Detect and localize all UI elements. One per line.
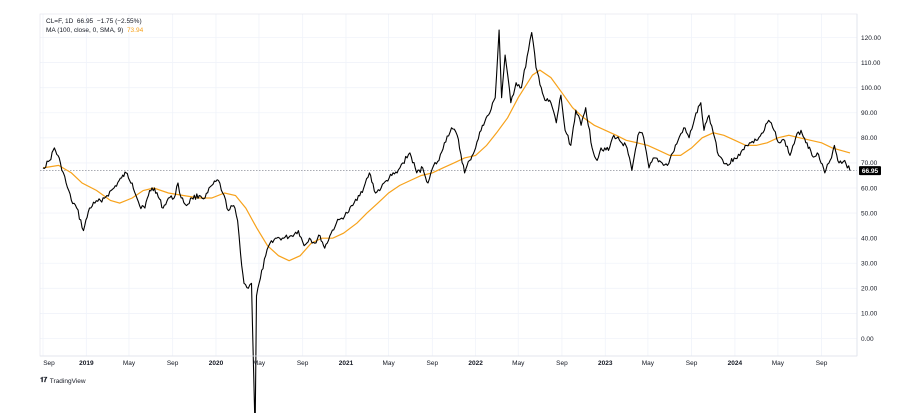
ma-row: MA (100, close, 0, SMA, 9) 73.94 xyxy=(46,26,143,35)
price-tick-label: 70.00 xyxy=(861,160,878,167)
price-tick-label: 60.00 xyxy=(861,185,878,192)
vertical-grid xyxy=(42,14,822,356)
last-price-label: 66.95 xyxy=(862,168,879,175)
ma-indicator-label[interactable]: MA (100, close, 0, SMA, 9) xyxy=(46,27,124,34)
time-tick-label: 2021 xyxy=(339,360,354,367)
price-tick-label: 40.00 xyxy=(861,235,878,242)
price-axis[interactable]: 120.00 110.00 100.00 90.00 80.00 70.00 60.00 50… xyxy=(861,35,881,343)
chart-legend: CL=F, 1D 66.95 −1.75 (−2.55%) MA (100, c… xyxy=(46,17,143,35)
time-tick-label: Sep xyxy=(427,360,439,367)
last-price-value: 66.95 xyxy=(76,18,94,25)
time-tick-label: Sep xyxy=(167,360,179,367)
time-axis[interactable]: Sep 2019 May Sep 2020 May Sep 2021 May Sep 2022 May… xyxy=(43,360,828,367)
last-price-badge: 66.95 xyxy=(859,166,881,176)
time-tick-label: May xyxy=(253,360,266,367)
price-tick-label: 100.00 xyxy=(861,85,881,92)
time-tick-label: 2019 xyxy=(79,360,94,367)
time-tick-label: Sep xyxy=(297,360,309,367)
time-tick-label: Sep xyxy=(816,360,828,367)
price-change: −1.75 (−2.55%) xyxy=(96,18,142,25)
price-tick-label: 20.00 xyxy=(861,286,878,293)
plot-frame xyxy=(39,13,858,357)
time-tick-label: May xyxy=(642,360,655,367)
time-tick-label: May xyxy=(382,360,395,367)
ma-value: 73.94 xyxy=(126,27,144,34)
time-tick-label: Sep xyxy=(686,360,698,367)
time-tick-label: Sep xyxy=(43,360,55,367)
time-tick-label: 2024 xyxy=(728,360,743,367)
brand-name: TradingView xyxy=(49,377,86,385)
price-tick-label: 120.00 xyxy=(861,35,881,42)
price-series-line xyxy=(42,29,851,413)
time-tick-label: 2020 xyxy=(209,360,224,367)
price-tick-label: 90.00 xyxy=(861,110,878,117)
tradingview-logo-icon: 𝟏𝟕 xyxy=(40,377,47,384)
price-tick-label: 50.00 xyxy=(861,210,878,217)
price-tick-label: 30.00 xyxy=(861,261,878,268)
symbol-label[interactable]: CL=F, 1D xyxy=(46,18,74,25)
time-tick-label: May xyxy=(512,360,525,367)
time-tick-label: May xyxy=(772,360,785,367)
footer-brand[interactable]: 𝟏𝟕 TradingView xyxy=(40,377,86,385)
ma-series-line xyxy=(42,69,851,262)
price-tick-label: 110.00 xyxy=(861,60,881,67)
price-tick-label: 0.00 xyxy=(861,336,874,343)
time-tick-label: 2022 xyxy=(468,360,483,367)
symbol-row: CL=F, 1D 66.95 −1.75 (−2.55%) xyxy=(46,17,143,26)
time-tick-label: May xyxy=(123,360,136,367)
time-tick-label: Sep xyxy=(556,360,568,367)
time-tick-label: 2023 xyxy=(598,360,613,367)
price-tick-label: 80.00 xyxy=(861,135,878,142)
horizontal-grid xyxy=(40,37,857,339)
price-tick-label: 10.00 xyxy=(861,311,878,318)
